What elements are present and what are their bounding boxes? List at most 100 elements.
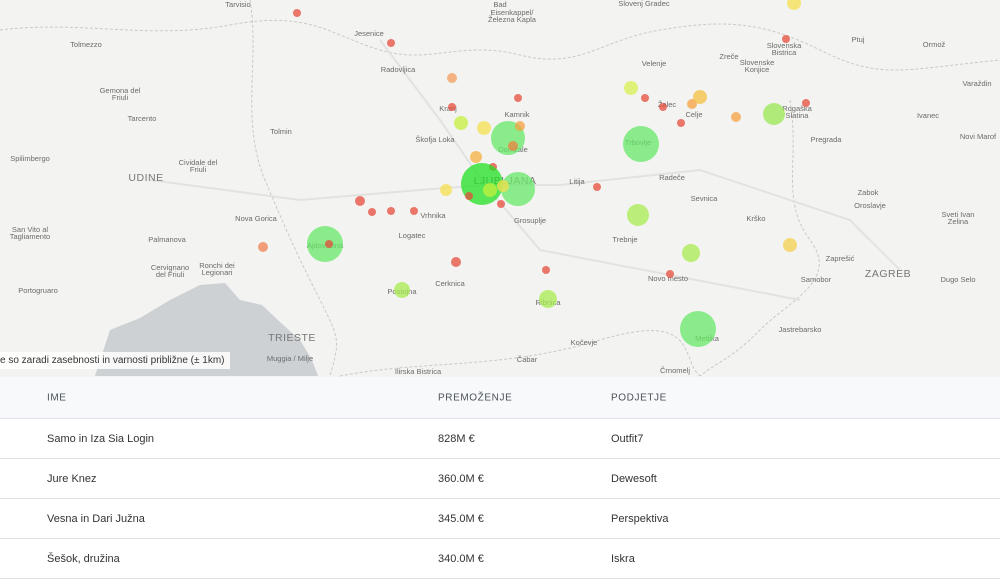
place-label: del Friuli (156, 270, 185, 279)
place-label: Eisenkappel/ (491, 8, 535, 17)
table-row[interactable]: Šešok, družina 340.0M € Iskra (0, 539, 1000, 579)
place-label: Novi Marof (960, 132, 997, 141)
location-marker[interactable] (782, 35, 790, 43)
location-marker[interactable] (783, 238, 797, 252)
place-label: Legionari (202, 268, 233, 277)
location-marker[interactable] (497, 200, 505, 208)
location-marker[interactable] (641, 94, 649, 102)
location-marker[interactable] (465, 192, 473, 200)
table-cell: Dewesoft (611, 472, 657, 485)
place-label: Bistrica (772, 48, 797, 57)
location-marker[interactable] (387, 39, 395, 47)
location-marker[interactable] (542, 266, 550, 274)
place-label: Ormož (923, 40, 946, 49)
column-header[interactable]: PREMOŽENJE (438, 392, 513, 403)
table-row[interactable]: Vesna in Dari Južna 345.0M € Perspektiva (0, 499, 1000, 539)
place-label: Nova Gorica (235, 214, 278, 223)
location-marker[interactable] (470, 151, 482, 163)
location-marker[interactable] (447, 73, 457, 83)
location-marker[interactable] (539, 290, 557, 308)
location-marker[interactable] (687, 99, 697, 109)
place-label: Slovenska (767, 41, 802, 50)
location-marker[interactable] (763, 103, 785, 125)
table-cell: Samo in Iza Sia Login (47, 432, 155, 445)
table-cell: 360.0M € (438, 472, 484, 485)
location-marker[interactable] (355, 196, 365, 206)
place-label: Portogruaro (18, 286, 58, 295)
location-marker[interactable] (514, 94, 522, 102)
place-label: Friuli (190, 165, 207, 174)
place-label: Radovljica (381, 65, 416, 74)
location-marker[interactable] (440, 184, 452, 196)
location-marker[interactable] (731, 112, 741, 122)
location-marker[interactable] (410, 207, 418, 215)
location-marker[interactable] (693, 90, 707, 104)
place-label: Ivanec (917, 111, 939, 120)
place-label: Samobor (801, 275, 832, 284)
table-row[interactable]: Jure Knez 360.0M € Dewesoft (0, 459, 1000, 499)
border (699, 99, 820, 377)
location-marker[interactable] (394, 282, 410, 298)
place-label: Rogaška (782, 104, 812, 113)
location-marker[interactable] (659, 103, 667, 111)
place-label: Zaprešić (826, 254, 855, 263)
place-label: Žalec (658, 100, 677, 109)
location-marker[interactable] (325, 240, 333, 248)
place-label: Železna Kapla (488, 15, 537, 24)
location-marker[interactable] (258, 242, 268, 252)
place-label: Cervignano (151, 263, 189, 272)
place-label: Jesenice (354, 29, 384, 38)
location-marker[interactable] (627, 204, 649, 226)
place-label: ZAGREB (865, 268, 911, 280)
road (379, 39, 801, 301)
place-label: Škofja Loka (415, 135, 455, 144)
column-header[interactable]: IME (47, 392, 67, 403)
place-label: Ptuj (852, 35, 865, 44)
location-marker[interactable] (680, 311, 716, 347)
location-marker[interactable] (454, 116, 468, 130)
location-marker[interactable] (677, 119, 685, 127)
table-row[interactable]: Samo in Iza Sia Login 828M € Outfit7 (0, 419, 1000, 459)
location-marker[interactable] (624, 81, 638, 95)
location-marker[interactable] (682, 244, 700, 262)
place-label: Cerknica (435, 279, 465, 288)
place-label: Trebnje (612, 235, 637, 244)
place-label: Radeče (659, 173, 685, 182)
location-marker[interactable] (666, 270, 674, 278)
place-label: Friuli (112, 93, 129, 102)
location-marker[interactable] (477, 121, 491, 135)
location-marker[interactable] (293, 9, 301, 17)
location-marker[interactable] (448, 103, 456, 111)
location-marker[interactable] (787, 0, 801, 10)
place-label: Zreče (719, 52, 738, 61)
location-marker[interactable] (508, 141, 518, 151)
location-marker[interactable] (483, 183, 497, 197)
location-marker[interactable] (501, 172, 535, 206)
border (0, 19, 1000, 71)
place-label: Kamnik (504, 110, 529, 119)
place-label: Kočevje (571, 338, 598, 347)
place-label: Muggia / Milje (267, 354, 313, 363)
location-marker[interactable] (515, 121, 525, 131)
place-label: Litija (569, 177, 585, 186)
location-marker[interactable] (387, 207, 395, 215)
table-cell: 345.0M € (438, 512, 484, 525)
location-marker[interactable] (593, 183, 601, 191)
place-label: Oroslavje (854, 201, 886, 210)
place-label: Slatina (786, 111, 810, 120)
place-label: San Vito al (12, 225, 48, 234)
location-marker[interactable] (451, 257, 461, 267)
table-cell: 828M € (438, 432, 475, 445)
location-marker[interactable] (802, 99, 810, 107)
location-marker[interactable] (623, 126, 659, 162)
table-cell: Iskra (611, 552, 635, 565)
place-label: Varaždin (962, 79, 991, 88)
location-marker[interactable] (368, 208, 376, 216)
table: IME PREMOŽENJE PODJETJE Samo in Iza Sia … (0, 377, 1000, 579)
location-marker[interactable] (497, 180, 509, 192)
place-label: Jastrebarsko (779, 325, 822, 334)
place-label: Tolmin (270, 127, 292, 136)
column-header[interactable]: PODJETJE (611, 392, 667, 403)
place-label: Sevnica (691, 194, 719, 203)
